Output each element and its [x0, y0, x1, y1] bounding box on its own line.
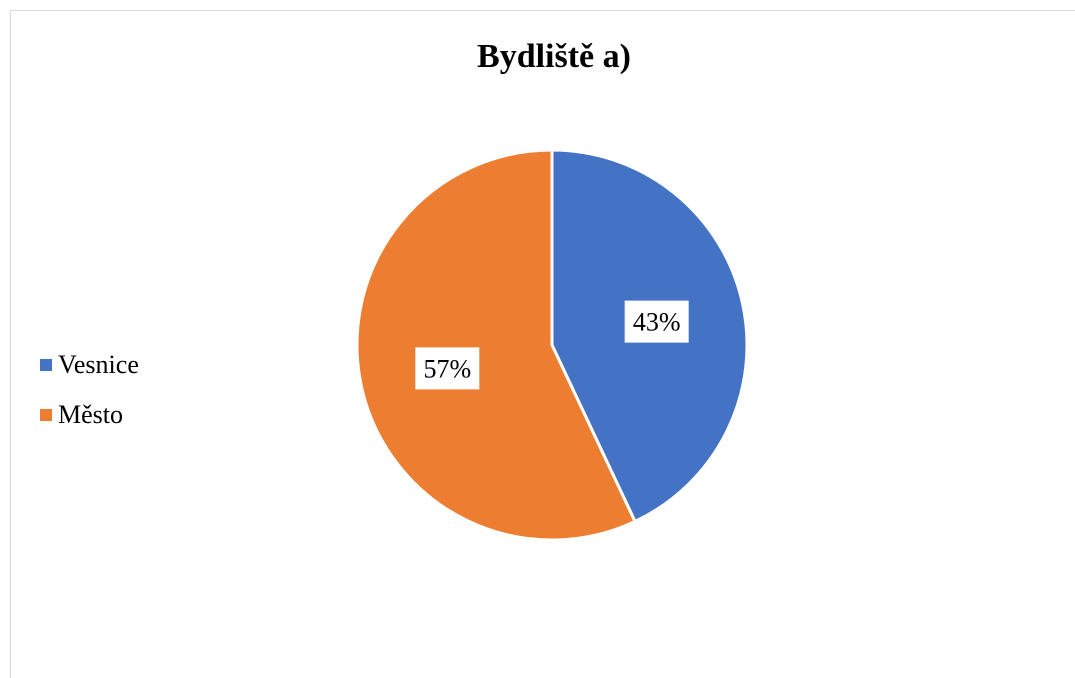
data-label-mesto: 57% — [415, 347, 480, 390]
legend-item-vesnice: Vesnice — [40, 340, 139, 390]
data-label-text-vesnice: 43% — [633, 308, 681, 337]
legend: Vesnice Město — [40, 340, 139, 440]
legend-swatch-vesnice — [40, 359, 52, 371]
chart-area — [10, 10, 1075, 678]
pie-slice-mesto — [355, 148, 638, 542]
data-label-box-vesnice — [624, 300, 689, 343]
legend-label-mesto: Město — [58, 400, 123, 429]
data-label-vesnice: 43% — [624, 300, 689, 343]
data-label-box-mesto — [415, 347, 480, 390]
data-label-text-mesto: 57% — [423, 354, 471, 383]
legend-item-mesto: Město — [40, 390, 139, 440]
legend-label-vesnice: Vesnice — [58, 350, 139, 379]
legend-swatch-mesto — [40, 409, 52, 421]
chart-title: Bydliště a) — [477, 38, 631, 75]
